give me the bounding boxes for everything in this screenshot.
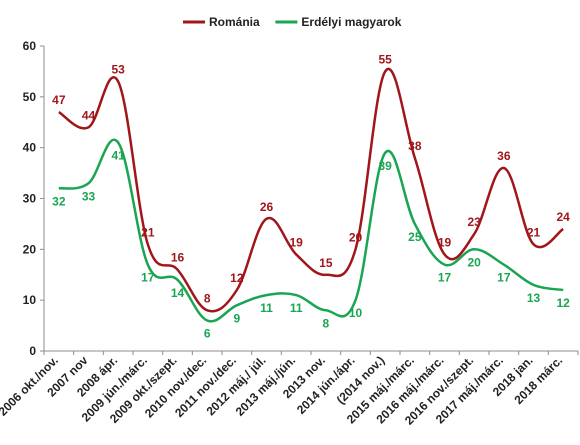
data-label-erdelyi-magyarok: 17: [141, 271, 155, 285]
y-tick-label: 60: [23, 39, 37, 53]
data-label-romania: 26: [260, 200, 274, 214]
data-label-erdelyi-magyarok: 17: [497, 271, 511, 285]
data-label-romania: 38: [408, 139, 422, 153]
data-label-romania: 15: [319, 256, 333, 270]
series-line-erdelyi-magyarok: [58, 138, 564, 323]
data-label-erdelyi-magyarok: 11: [260, 301, 273, 315]
y-tick-label: 40: [23, 141, 37, 155]
data-label-erdelyi-magyarok: 20: [467, 255, 481, 269]
data-label-erdelyi-magyarok: 14: [171, 286, 185, 300]
data-label-erdelyi-magyarok: 13: [527, 291, 541, 305]
data-label-romania: 53: [111, 63, 125, 77]
data-label-erdelyi-magyarok: 17: [438, 271, 452, 285]
data-label-romania: 36: [497, 149, 511, 163]
data-label-erdelyi-magyarok: 9: [233, 311, 240, 325]
legend-label-romania: Románia: [209, 15, 260, 29]
legend-label-erdelyi-magyarok: Erdélyi magyarok: [301, 15, 401, 29]
data-label-romania: 44: [82, 108, 96, 122]
y-tick-label: 30: [23, 192, 37, 206]
data-label-romania: 23: [467, 215, 481, 229]
data-label-romania: 8: [204, 291, 211, 305]
data-labels: 47 44 53 21 16 8 12 26 19 15 20 55 38 19 23 36 21 24 32 33 4…: [52, 52, 570, 340]
y-tick-label: 0: [29, 344, 36, 358]
data-label-erdelyi-magyarok: 41: [111, 149, 125, 163]
y-tick-label: 20: [23, 242, 37, 256]
data-label-romania: 55: [378, 52, 392, 66]
data-label-romania: 19: [289, 235, 303, 249]
data-label-erdelyi-magyarok: 12: [556, 296, 570, 310]
data-label-romania: 12: [230, 271, 244, 285]
data-label-erdelyi-magyarok: 6: [204, 327, 211, 341]
data-label-romania: 47: [52, 93, 66, 107]
y-tick-label: 50: [23, 90, 37, 104]
data-label-erdelyi-magyarok: 10: [349, 306, 363, 320]
data-label-erdelyi-magyarok: 33: [82, 189, 96, 203]
data-label-erdelyi-magyarok: 25: [408, 230, 422, 244]
data-label-romania: 16: [171, 251, 185, 265]
data-label-romania: 19: [438, 235, 452, 249]
data-label-erdelyi-magyarok: 8: [322, 316, 329, 330]
legend: Románia Erdélyi magyarok: [183, 15, 402, 29]
data-label-erdelyi-magyarok: 32: [52, 194, 66, 208]
axes: [40, 45, 579, 355]
data-label-romania: 21: [141, 225, 155, 239]
y-tick-labels: 0 10 20 30 40 50 60: [23, 39, 37, 358]
data-label-romania: 20: [349, 230, 363, 244]
data-label-erdelyi-magyarok: 11: [290, 301, 303, 315]
series-line-romania: [58, 67, 564, 313]
series-lines: [58, 67, 564, 323]
data-label-romania: 24: [556, 210, 570, 224]
data-label-romania: 21: [527, 225, 541, 239]
y-tick-label: 10: [23, 293, 37, 307]
data-label-erdelyi-magyarok: 39: [378, 159, 392, 173]
